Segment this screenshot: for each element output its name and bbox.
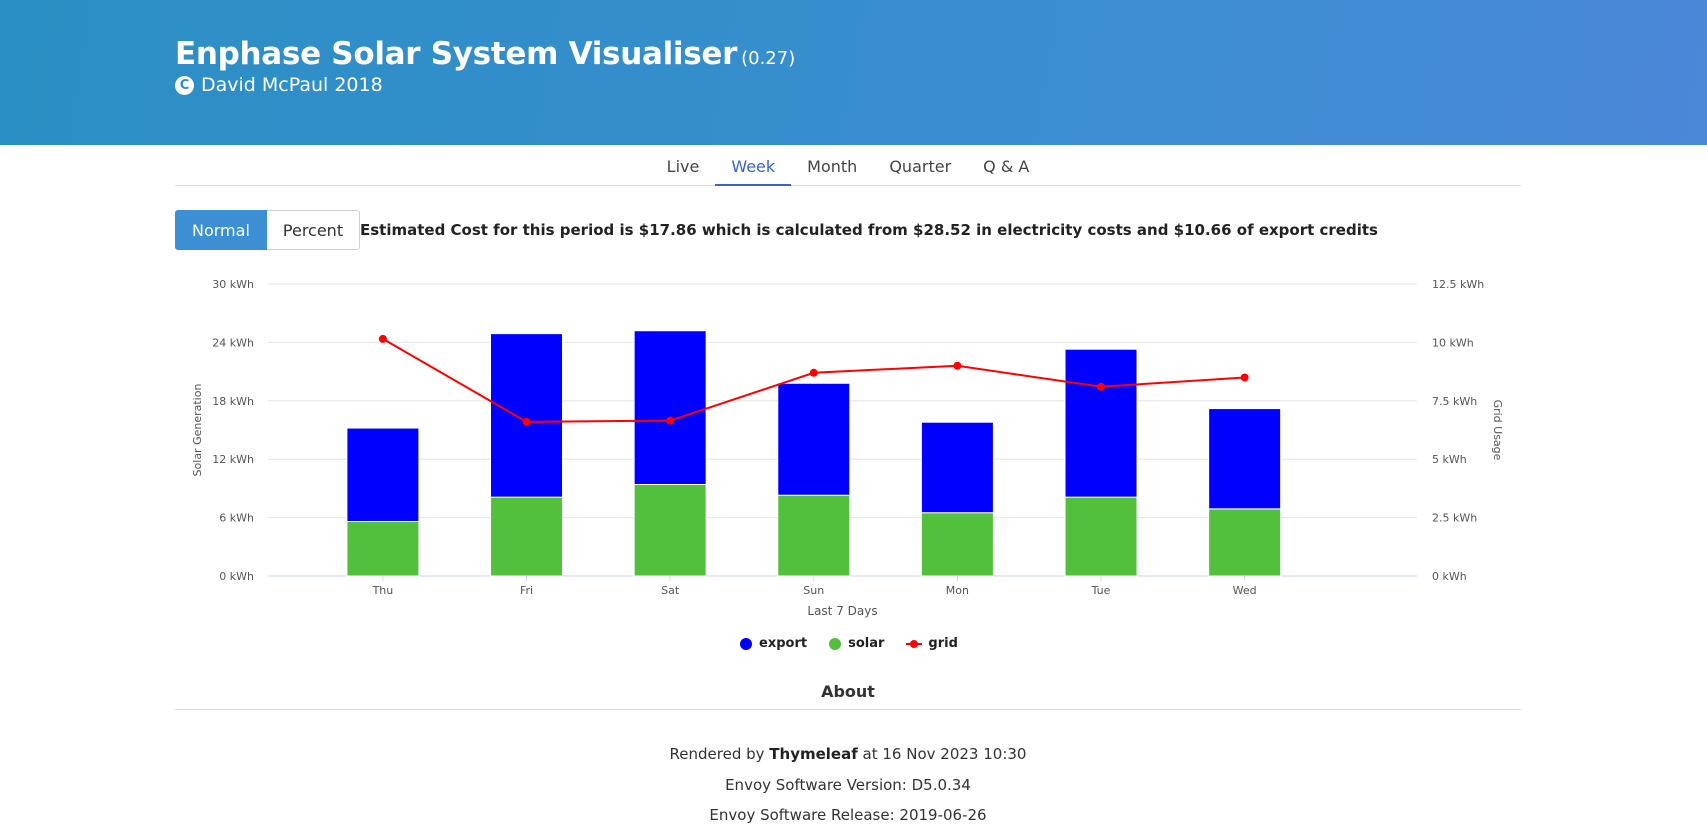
legend-solar-label: solar (848, 636, 885, 651)
point-grid-tue (1097, 382, 1106, 391)
x-tick-label: Tue (1091, 584, 1111, 597)
y-tick-label-left: 18 kWh (212, 395, 254, 408)
point-grid-sun (809, 368, 818, 377)
y-tick-label-left: 12 kWh (212, 453, 254, 466)
energy-chart: 0 kWh 0 kWh 6 kWh 2.5 kWh 12 kWh 5 kWh 18 kWh 7… (191, 278, 1504, 618)
copyright-line: C David McPaul 2018 (175, 74, 383, 96)
bar-solar-tue (1064, 496, 1138, 577)
bar-solar-wed (1208, 508, 1282, 577)
y-axis-title-left: Solar Generation (191, 384, 204, 477)
copyright-icon: C (175, 75, 194, 95)
rendered-suffix: at 16 Nov 2023 10:30 (862, 745, 1027, 763)
copyright-text: David McPaul 2018 (201, 74, 383, 96)
y-tick-label-right: 10 kWh (1432, 336, 1474, 349)
tab-qa[interactable]: Q & A (983, 157, 1030, 176)
app-title: Enphase Solar System Visualiser (175, 36, 738, 72)
rendered-by-line: Rendered by Thymeleaf at 16 Nov 2023 10:… (175, 745, 1521, 763)
bar-export-sun (777, 382, 851, 496)
y-tick-label-left: 0 kWh (219, 570, 254, 583)
tab-quarter[interactable]: Quarter (889, 157, 952, 176)
legend-item-grid[interactable]: grid (906, 636, 958, 651)
y-tick-label-right: 7.5 kWh (1432, 395, 1477, 408)
app-version: (0.27) (741, 48, 796, 69)
bar-solar-sat (633, 484, 707, 577)
normal-button[interactable]: Normal (175, 210, 267, 250)
rendered-prefix: Rendered by (669, 745, 765, 763)
view-toggle: Normal Percent (175, 210, 361, 250)
bar-export-tue (1064, 348, 1138, 498)
x-tick-label: Sat (661, 584, 680, 597)
software-version-line: Envoy Software Version: D5.0.34 (725, 776, 971, 794)
y-tick-label-right: 12.5 kWh (1432, 278, 1484, 291)
legend-item-export[interactable]: export (740, 636, 807, 651)
bar-export-thu (346, 427, 420, 522)
x-tick-label: Mon (946, 584, 969, 597)
tab-week[interactable]: Week (715, 145, 792, 186)
x-tick-label: Thu (372, 584, 394, 597)
point-grid-mon (953, 361, 962, 370)
legend-export-marker (740, 637, 752, 650)
legend-item-solar[interactable]: solar (829, 636, 884, 651)
rendered-engine: Thymeleaf (769, 745, 858, 763)
point-grid-fri (522, 417, 531, 426)
x-tick-label: Sun (803, 584, 824, 597)
x-tick-label: Wed (1233, 584, 1257, 597)
legend-grid-marker (906, 638, 923, 650)
bar-export-wed (1208, 408, 1282, 510)
legend-export-label: export (759, 636, 808, 651)
x-tick-label: Fri (520, 584, 533, 597)
percent-button[interactable]: Percent (266, 210, 361, 250)
y-tick-label-left: 6 kWh (219, 512, 254, 525)
page-header: Enphase Solar System Visualiser (0.27) C … (0, 0, 1707, 145)
tab-live[interactable]: Live (666, 157, 700, 176)
bar-solar-fri (490, 496, 564, 577)
y-axis-title-right: Grid Usage (1491, 400, 1504, 461)
estimated-cost-text: Estimated Cost for this period is $17.86… (360, 221, 1378, 239)
legend-solar-marker (829, 637, 842, 650)
bar-export-sat (633, 330, 707, 486)
chart-legend: export solar grid (740, 636, 980, 651)
point-grid-wed (1240, 373, 1249, 382)
about-heading: About (175, 682, 1521, 710)
y-tick-label-left: 30 kWh (212, 278, 254, 291)
point-grid-sat (666, 416, 675, 425)
legend-grid-label: grid (928, 636, 958, 651)
bar-export-mon (920, 421, 994, 514)
bar-solar-sun (777, 494, 851, 577)
point-grid-thu (378, 334, 387, 343)
y-tick-label-right: 0 kWh (1432, 570, 1467, 583)
nav-tabs: Live Week Month Quarter Q & A (175, 145, 1521, 186)
tab-month[interactable]: Month (807, 157, 858, 176)
software-release-line: Envoy Software Release: 2019-06-26 (709, 806, 987, 824)
x-axis-title: Last 7 Days (807, 604, 877, 618)
y-tick-label-right: 2.5 kWh (1432, 512, 1477, 525)
title-line: Enphase Solar System Visualiser (0.27) (175, 36, 795, 72)
bar-solar-thu (346, 520, 420, 577)
bar-export-fri (490, 333, 564, 498)
y-tick-label-right: 5 kWh (1432, 453, 1467, 466)
y-tick-label-left: 24 kWh (212, 336, 254, 349)
bar-solar-mon (920, 512, 994, 577)
